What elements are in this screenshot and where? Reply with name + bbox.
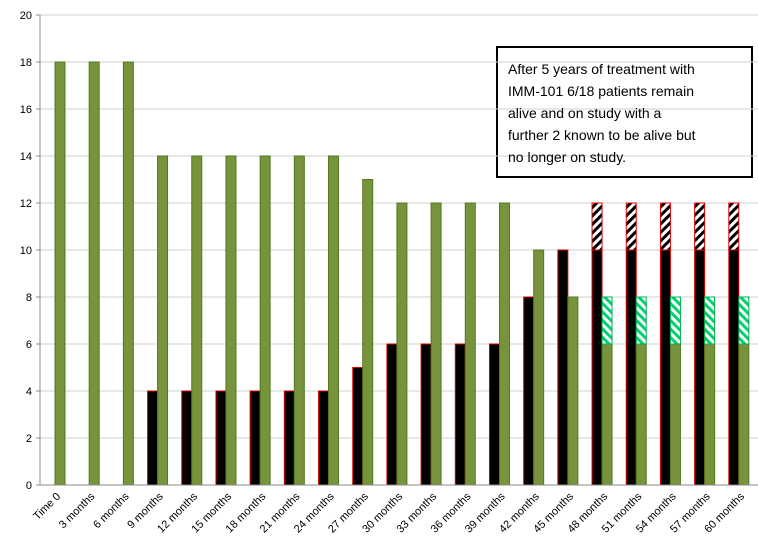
annotation-line: IMM-101 6/18 patients remain	[508, 83, 694, 99]
bar	[738, 296, 750, 345]
bar	[601, 343, 613, 486]
bar	[293, 155, 305, 486]
bar	[147, 390, 159, 486]
bar	[249, 390, 261, 486]
bar	[728, 249, 740, 486]
x-tick-label: 3 months	[57, 490, 98, 531]
bar	[728, 202, 740, 251]
bar	[181, 390, 193, 486]
bar	[567, 296, 579, 486]
bar	[601, 296, 613, 345]
bar	[362, 179, 374, 486]
bar	[157, 155, 169, 486]
bar	[318, 390, 330, 486]
y-tick-label: 16	[20, 104, 32, 116]
y-tick-label: 0	[26, 480, 32, 492]
bar	[54, 61, 66, 486]
annotation-line: alive and on study with a	[508, 105, 662, 121]
y-tick-label: 18	[20, 57, 32, 69]
bar	[738, 343, 750, 486]
bar	[694, 202, 706, 251]
bar	[328, 155, 340, 486]
bar	[454, 343, 466, 486]
bar	[225, 155, 237, 486]
bar	[635, 343, 647, 486]
bar	[659, 202, 671, 251]
x-tick-label: Time 0	[31, 491, 63, 523]
y-tick-label: 2	[26, 433, 32, 445]
y-tick-label: 14	[20, 151, 32, 163]
bar	[420, 343, 432, 486]
annotation-line: no longer on study.	[508, 149, 626, 165]
bar	[625, 202, 637, 251]
y-tick-label: 12	[20, 198, 32, 210]
y-tick-label: 20	[20, 10, 32, 22]
bar	[533, 249, 545, 486]
x-tick-label: 6 months	[91, 490, 132, 531]
bar	[498, 202, 510, 486]
bar	[557, 249, 569, 486]
bar	[635, 296, 647, 345]
y-tick-label: 4	[26, 386, 32, 398]
annotation-line: After 5 years of treatment with	[508, 61, 695, 77]
bar	[523, 296, 535, 486]
bar	[591, 202, 603, 251]
bar	[694, 249, 706, 486]
bar	[191, 155, 203, 486]
bar	[669, 343, 681, 486]
bar	[591, 249, 603, 486]
bar	[704, 296, 716, 345]
bar	[283, 390, 295, 486]
annotation-line: further 2 known to be alive but	[508, 127, 696, 143]
bar	[396, 202, 408, 486]
y-tick-label: 6	[26, 339, 32, 351]
bar	[122, 61, 134, 486]
bar	[430, 202, 442, 486]
bar	[625, 249, 637, 486]
bar	[659, 249, 671, 486]
bar	[88, 61, 100, 486]
bar	[259, 155, 271, 486]
annotation-box	[496, 46, 753, 178]
bar	[386, 343, 398, 486]
bar	[215, 390, 227, 486]
y-tick-label: 10	[20, 245, 32, 257]
y-tick-label: 8	[26, 292, 32, 304]
bar	[488, 343, 500, 486]
bar	[352, 367, 364, 486]
bar	[669, 296, 681, 345]
bar	[704, 343, 716, 486]
bar	[464, 202, 476, 486]
